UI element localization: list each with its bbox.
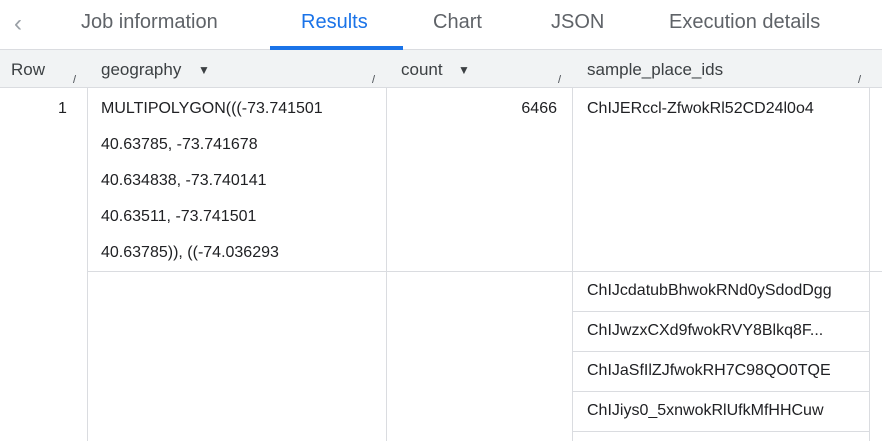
column-divider	[87, 88, 88, 441]
place-id-cell[interactable]: ChIJERccl-ZfwokRl52CD24l0o4	[587, 100, 814, 117]
row-number: 1	[58, 100, 67, 117]
row-divider	[572, 391, 869, 392]
geography-cell[interactable]: MULTIPOLYGON(((-73.741501 40.63785, -73.…	[101, 91, 323, 271]
row-divider	[87, 271, 882, 272]
geography-line: 40.63785)), ((-74.036293	[101, 244, 279, 261]
column-header-row: Row	[11, 60, 46, 79]
tab-execution-details[interactable]: Execution details	[669, 11, 821, 33]
tab-json[interactable]: JSON	[551, 11, 605, 33]
place-id-cell[interactable]: ChIJcdatubBhwokRNd0ySdodDgg	[587, 282, 832, 299]
geography-line: 40.63511, -73.741501	[101, 208, 257, 225]
geography-line: 40.634838, -73.740141	[101, 172, 267, 189]
row-divider	[572, 351, 869, 352]
column-divider	[386, 88, 387, 441]
geography-line: MULTIPOLYGON(((-73.741501	[101, 100, 323, 117]
sort-icon[interactable]: ▼	[458, 63, 470, 77]
column-header-sample-place-ids[interactable]: sample_place_ids	[587, 60, 724, 79]
table-header: Row // geography ▼ // count ▼ // sample_…	[0, 50, 882, 88]
column-divider	[869, 88, 870, 441]
sort-icon[interactable]: ▼	[198, 63, 210, 77]
active-tab-indicator	[270, 46, 403, 50]
place-id-cell[interactable]: ChIJiys0_5xnwokRlUfkMfHHCuw	[587, 402, 824, 419]
tab-chart[interactable]: Chart	[433, 11, 482, 33]
place-id-cell[interactable]: ChIJwzxCXd9fwokRVY8Blkq8F...	[587, 322, 824, 339]
tab-bar: ‹ Job information Results Chart JSON Exe…	[0, 0, 882, 50]
tab-results[interactable]: Results	[301, 11, 368, 33]
geography-line: 40.63785, -73.741678	[101, 136, 258, 153]
column-header-count[interactable]: count	[401, 60, 443, 79]
column-divider	[572, 88, 573, 441]
tab-job-information[interactable]: Job information	[81, 11, 218, 33]
row-divider	[572, 431, 869, 432]
row-divider	[572, 311, 869, 312]
chevron-left-icon[interactable]: ‹	[14, 10, 22, 37]
column-header-geography[interactable]: geography	[101, 60, 182, 79]
count-cell[interactable]: 6466	[521, 100, 557, 117]
place-id-cell[interactable]: ChIJaSfIlZJfwokRH7C98QO0TQE	[587, 362, 831, 379]
